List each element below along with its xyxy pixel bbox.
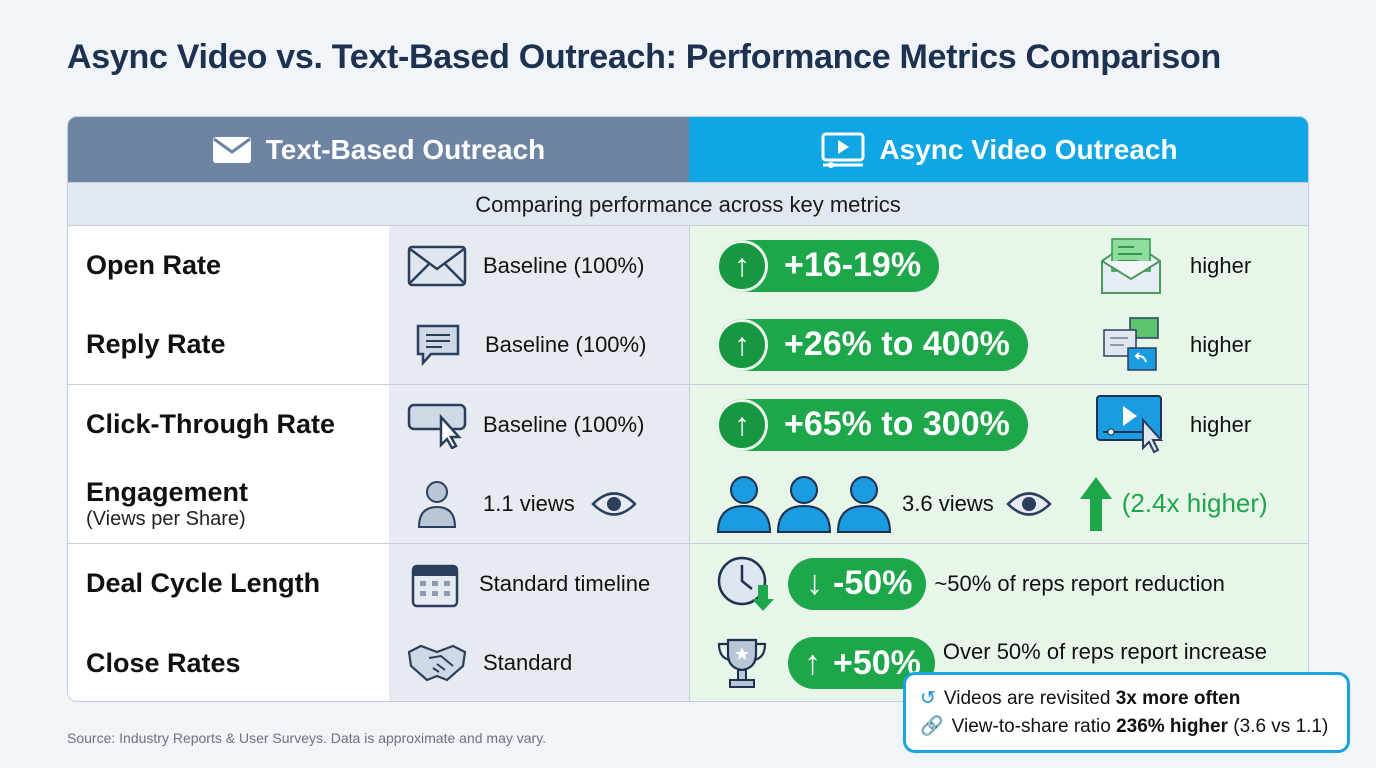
callout-line-ratio: 🔗 View-to-share ratio 236% higher (3.6 vs…: [920, 713, 1333, 741]
text-value: Baseline (100%): [485, 331, 647, 357]
metric-label: Engagement: [86, 476, 249, 507]
link-icon: 🔗: [920, 716, 944, 737]
header-text-outreach: Text-Based Outreach: [68, 117, 689, 182]
improvement-badge: ↑ +65% to 300%: [716, 398, 1028, 451]
table-row-engagement: Engagement (Views per Share) 1.1 views 3.…: [68, 464, 1308, 544]
arrow-up-icon: ↑: [716, 398, 768, 451]
metric-label: Deal Cycle Length: [86, 568, 321, 598]
video-note: Over 50% of reps report increase: [942, 639, 1267, 664]
cursor-click-icon: [407, 403, 467, 449]
trophy-icon: [717, 638, 767, 688]
video-note: higher: [1190, 411, 1252, 437]
arrow-up-icon: [1079, 476, 1112, 531]
users-icon: [716, 475, 892, 533]
video-click-icon: [1096, 394, 1164, 453]
arrow-down-icon: ↓: [806, 564, 823, 602]
video-note: (2.4x higher): [1121, 488, 1268, 518]
text-value: Standard timeline: [479, 570, 651, 596]
arrow-up-icon: ↑: [804, 643, 821, 682]
arrow-up-icon: ↑: [716, 239, 768, 292]
metric-label: Click-Through Rate: [86, 409, 336, 439]
video-note: higher: [1190, 331, 1252, 357]
eye-icon: [590, 491, 637, 516]
eye-icon: [1005, 491, 1052, 516]
table-row-deal-cycle-length: Deal Cycle Length Standard timeline ↓ -50…: [68, 544, 1308, 624]
callout-highlight: 236% higher: [1116, 716, 1228, 737]
improvement-badge: ↓ -50%: [788, 557, 927, 610]
header-left-label: Text-Based Outreach: [265, 133, 546, 165]
badge-value: +16-19%: [784, 246, 922, 284]
source-footnote: Source: Industry Reports & User Surveys.…: [67, 730, 547, 746]
callout-text: View-to-share ratio: [951, 716, 1117, 737]
text-value: Baseline (100%): [483, 411, 645, 437]
video-value: 3.6 views: [902, 490, 994, 516]
conversation-icon: [1103, 316, 1159, 371]
badge-value: +26% to 400%: [784, 325, 1010, 363]
table-row-open-rate: Open Rate Baseline (100%) ↑ +16-19% highe…: [68, 226, 1308, 306]
calendar-icon: [411, 564, 459, 607]
badge-value: +65% to 300%: [784, 405, 1010, 443]
text-value: Baseline (100%): [483, 252, 645, 278]
comparison-table: Text-Based Outreach Async Video Outreach…: [67, 116, 1309, 702]
person-icon: [417, 480, 457, 528]
video-note: ~50% of reps report reduction: [934, 570, 1225, 596]
header-video-outreach: Async Video Outreach: [689, 117, 1308, 182]
envelope-icon: [407, 245, 467, 286]
improvement-badge: ↑ +16-19%: [716, 239, 940, 292]
video-player-icon: [821, 132, 865, 168]
open-envelope-icon: [1101, 237, 1161, 294]
handshake-icon: [407, 644, 467, 682]
table-row-reply-rate: Reply Rate Baseline (100%) ↑ +26% to 400%…: [68, 305, 1308, 385]
table-subtitle: Comparing performance across key metrics: [68, 182, 1308, 226]
callout-highlight: 3x more often: [1115, 688, 1241, 709]
header-right-label: Async Video Outreach: [879, 133, 1178, 165]
clock-reduction-icon: [717, 556, 774, 611]
text-value: Standard: [483, 650, 573, 675]
callout-text: Videos are revisited: [943, 688, 1116, 709]
video-note: higher: [1190, 252, 1252, 278]
page-title: Async Video vs. Text-Based Outreach: Per…: [67, 38, 1221, 76]
envelope-icon: [212, 136, 251, 163]
text-value: 1.1 views: [483, 490, 575, 516]
history-icon: ↺: [920, 688, 936, 709]
metric-label: Open Rate: [86, 250, 222, 280]
table-row-click-through-rate: Click-Through Rate Baseline (100%) ↑ +65%…: [68, 385, 1308, 465]
badge-value: -50%: [833, 564, 913, 602]
arrow-up-icon: ↑: [716, 318, 768, 371]
insight-callout: ↺ Videos are revisited 3x more often 🔗 Vie…: [903, 672, 1350, 753]
metric-label: Reply Rate: [86, 329, 226, 359]
chat-bubble-icon: [416, 324, 460, 366]
metric-sublabel: (Views per Share): [86, 507, 246, 530]
callout-text: (3.6 vs 1.1): [1228, 716, 1329, 737]
callout-line-revisited: ↺ Videos are revisited 3x more often: [920, 685, 1333, 713]
improvement-badge: ↑ +26% to 400%: [716, 318, 1028, 371]
metric-label: Close Rates: [86, 647, 241, 678]
